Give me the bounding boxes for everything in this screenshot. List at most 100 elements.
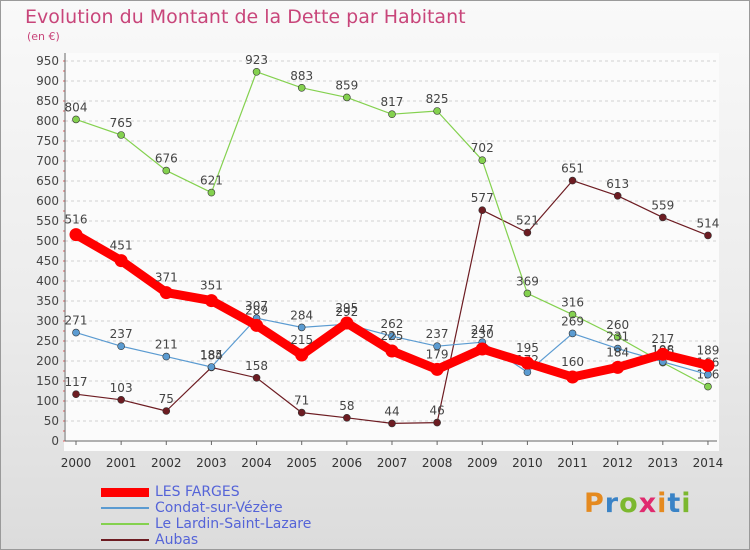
data-point [566, 370, 580, 384]
data-label: 195 [516, 341, 539, 355]
data-label: 351 [200, 279, 223, 293]
data-label: 160 [561, 355, 584, 369]
data-point [388, 332, 396, 341]
data-point [117, 342, 125, 351]
data-label: 295 [335, 301, 358, 315]
y-tick-label: 900 [36, 74, 59, 88]
data-label: 577 [471, 191, 494, 205]
x-tick-label: 2007 [377, 456, 408, 470]
x-tick-label: 2003 [196, 456, 227, 470]
data-label: 237 [110, 327, 133, 341]
data-label: 269 [561, 314, 584, 328]
data-label: 217 [651, 332, 674, 346]
y-tick-label: 550 [36, 214, 59, 228]
x-tick-label: 2002 [151, 456, 182, 470]
x-tick-label: 2001 [106, 456, 137, 470]
data-label: 211 [155, 338, 178, 352]
data-label: 260 [606, 318, 629, 332]
data-label: 247 [471, 323, 494, 337]
legend-label: LES FARGES [155, 484, 240, 500]
unit-label: (en €) [27, 30, 60, 43]
data-point [478, 206, 487, 214]
data-label: 184 [200, 348, 223, 362]
data-point [523, 228, 532, 237]
data-label: 923 [245, 53, 268, 67]
data-label: 825 [426, 92, 449, 106]
logo-letter: t [667, 488, 682, 519]
y-tick-label: 850 [36, 94, 59, 108]
data-point [613, 192, 622, 200]
x-tick-label: 2010 [512, 456, 543, 470]
data-point [162, 407, 171, 415]
data-label: 369 [516, 274, 539, 288]
data-label: 651 [561, 162, 584, 176]
data-point [433, 418, 441, 427]
legend-swatch [101, 487, 149, 497]
data-point [433, 342, 441, 351]
data-point [162, 166, 171, 175]
x-tick-label: 2013 [648, 456, 679, 470]
data-label: 58 [339, 399, 354, 413]
data-point [69, 228, 83, 242]
data-label: 559 [651, 198, 674, 212]
legend-label: Aubas [155, 532, 199, 548]
data-point [659, 213, 667, 222]
data-point [297, 323, 306, 332]
data-point [72, 328, 80, 337]
data-label: 158 [245, 359, 268, 373]
data-point [297, 84, 306, 92]
data-label: 676 [155, 152, 178, 166]
x-tick-label: 2014 [693, 456, 724, 470]
data-point [701, 358, 715, 372]
x-tick-label: 2008 [422, 456, 453, 470]
data-label: 859 [335, 78, 358, 92]
y-tick-label: 350 [36, 294, 59, 308]
x-tick-label: 2000 [61, 456, 92, 470]
y-tick-label: 750 [36, 134, 59, 148]
data-label: 117 [65, 375, 88, 389]
logo-letter: o [619, 488, 639, 519]
data-point [117, 395, 125, 404]
logo-letter: x [638, 488, 658, 519]
data-label: 521 [516, 214, 539, 228]
legend-swatch [101, 523, 149, 525]
legend-swatch [101, 539, 149, 541]
x-tick-label: 2005 [286, 456, 317, 470]
data-label: 225 [381, 329, 404, 343]
data-point [611, 360, 625, 374]
data-point [704, 382, 712, 391]
data-label: 289 [245, 303, 268, 317]
data-label: 621 [200, 174, 223, 188]
legend-label: Condat-sur-Vézère [155, 500, 283, 516]
data-label: 75 [159, 392, 174, 406]
data-point [568, 176, 577, 185]
data-label: 271 [65, 314, 88, 328]
data-point [114, 254, 128, 268]
data-point [704, 370, 712, 379]
data-point [523, 289, 532, 298]
x-tick-label: 2004 [241, 456, 272, 470]
y-tick-label: 450 [36, 254, 59, 268]
data-point [388, 419, 396, 428]
y-tick-label: 200 [36, 354, 59, 368]
data-point [297, 408, 306, 417]
data-label: 184 [606, 345, 629, 359]
data-label: 284 [290, 308, 313, 322]
y-tick-label: 250 [36, 334, 59, 348]
data-point [433, 107, 441, 115]
proxiti-logo: Proxiti [584, 488, 692, 519]
data-label: 613 [606, 177, 629, 191]
data-point [162, 352, 171, 361]
y-tick-label: 100 [36, 394, 59, 408]
data-point [343, 413, 351, 422]
data-point [204, 294, 218, 308]
data-label: 292 [335, 305, 358, 319]
data-label: 237 [426, 327, 449, 341]
data-label: 46 [429, 404, 444, 418]
data-label: 371 [155, 271, 178, 285]
y-tick-label: 700 [36, 154, 59, 168]
data-point [613, 333, 622, 341]
data-label: 804 [65, 100, 88, 114]
data-point [72, 115, 80, 124]
